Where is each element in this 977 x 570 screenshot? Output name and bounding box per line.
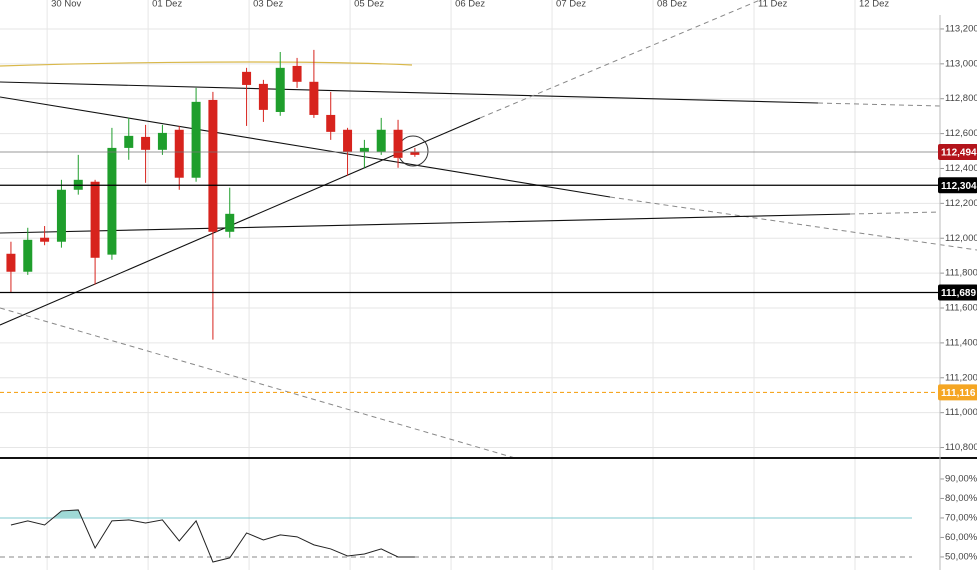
oscillator-line — [10, 509, 415, 563]
candle-body — [141, 136, 151, 150]
candle-body — [56, 189, 66, 242]
price-tag — [938, 384, 977, 401]
candle-body — [242, 71, 252, 85]
x-tick-label: 06 Dez — [455, 0, 485, 10]
candle-body — [23, 239, 33, 272]
plot — [0, 49, 940, 563]
price-tag — [938, 284, 977, 301]
y-tick-label: 111,600 — [945, 303, 977, 314]
candle-body — [174, 129, 184, 178]
price-tag-label: 111,689 — [941, 288, 976, 299]
candle-body — [40, 237, 50, 242]
price-tag-label: 112,304 — [941, 181, 977, 192]
trend-line — [0, 96, 611, 198]
x-tick-label: 08 Dez — [657, 0, 687, 10]
trend-line-extension — [817, 102, 941, 107]
candle-body — [6, 253, 16, 272]
candle-body — [90, 181, 100, 258]
candle-body — [410, 151, 420, 155]
trend-line — [0, 213, 851, 234]
y-tick-label: 112,600 — [945, 128, 977, 139]
x-tick-label: 07 Dez — [556, 0, 586, 10]
candle-body — [376, 129, 386, 152]
price-tag — [938, 143, 977, 160]
y-tick-label: 111,000 — [945, 407, 977, 418]
x-tick-label: 05 Dez — [354, 0, 384, 10]
y-tick-label: 112,000 — [945, 233, 977, 244]
candle-body — [343, 129, 353, 152]
trend-line — [0, 117, 481, 326]
candle-body — [326, 114, 336, 132]
trend-line-extension — [609, 196, 977, 251]
y-tick-label: 111,200 — [945, 372, 977, 383]
price-tags: 112,4945 112,304 111,689 111,116 — [938, 143, 977, 401]
x-tick-label: 30 Nov — [51, 0, 81, 10]
y-tick-label: 111,800 — [945, 268, 977, 279]
y-tick-label: 112,400 — [945, 163, 977, 174]
y-tick-label: 113,000 — [945, 58, 977, 69]
candle-body — [292, 65, 302, 82]
price-tag-label: 111,116 — [941, 388, 976, 399]
y-tick-label: 110,800 — [945, 442, 977, 453]
y-tick-label: 113,200 — [945, 23, 977, 34]
candle-body — [191, 101, 201, 178]
candle-body — [275, 67, 285, 112]
candle-body — [124, 135, 134, 148]
x-tick-label: 11 Dez — [758, 0, 788, 10]
x-tick-label: 12 Dez — [859, 0, 889, 10]
candle-body — [107, 147, 117, 255]
y-tick-label: 90,00% — [945, 473, 977, 484]
price-tag — [938, 177, 977, 194]
candle-body — [359, 147, 369, 152]
y-tick-label: 112,200 — [945, 198, 977, 209]
y-tick-label: 50,00% — [945, 551, 977, 562]
y-tick-label: 70,00% — [945, 512, 977, 523]
trend-line-extension — [849, 211, 941, 215]
candle-body — [258, 83, 268, 110]
candle-body — [393, 129, 403, 158]
y-tick-label: 80,00% — [945, 493, 977, 504]
candle-body — [225, 213, 235, 232]
x-tick-label: 03 Dez — [253, 0, 283, 10]
price-tag-label: 112,4945 — [941, 148, 977, 159]
trend-line-extension — [479, 0, 761, 119]
trend-line-extension — [0, 307, 516, 459]
candle-body — [208, 99, 218, 232]
y-tick-label: 111,400 — [945, 337, 977, 348]
x-tick-label: 01 Dez — [152, 0, 182, 10]
candle-body — [309, 81, 319, 115]
y-tick-label: 60,00% — [945, 532, 977, 543]
drawings — [0, 0, 977, 459]
moving-average — [0, 61, 413, 67]
trend-line — [0, 81, 819, 104]
y-tick-label: 112,800 — [945, 93, 977, 104]
candle-body — [157, 132, 167, 150]
